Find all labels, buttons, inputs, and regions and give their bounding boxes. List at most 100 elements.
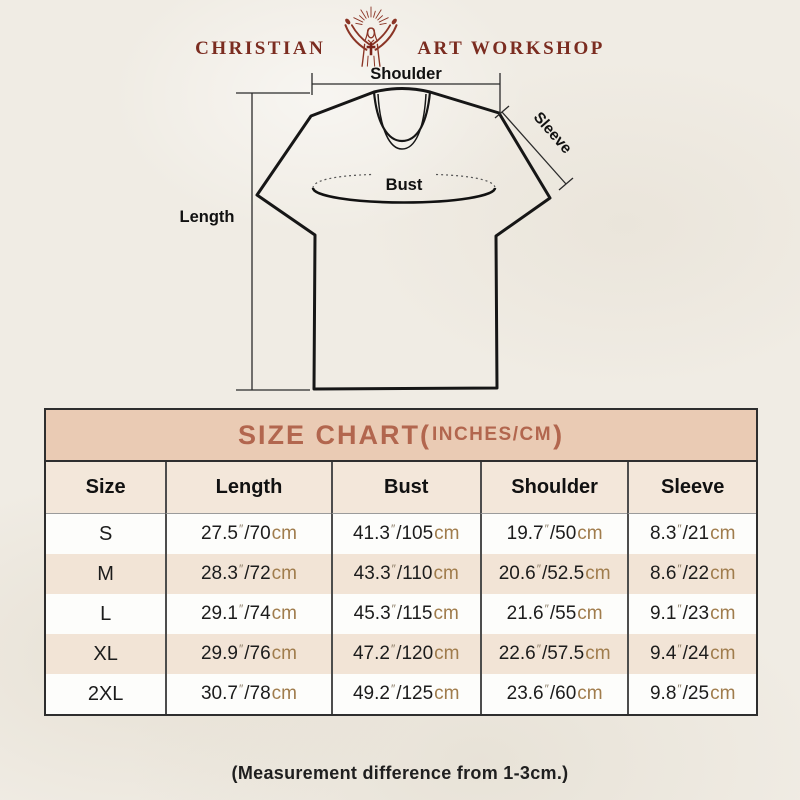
column-header-shoulder: Shoulder — [479, 462, 628, 514]
measurement-text: /52.5 — [541, 563, 585, 584]
size-cell: XL — [46, 634, 166, 674]
bust-label: Bust — [386, 176, 423, 194]
bust-measurement-cell: 43.3 ″/110 cm — [330, 554, 480, 594]
measurement-text: /76 — [244, 643, 271, 664]
bust-line-dotted-left — [312, 173, 373, 189]
bust-line-solid — [311, 187, 497, 204]
measurement-text: /125 — [396, 683, 434, 704]
measurement-text: cm — [577, 683, 603, 704]
collar-outer — [372, 91, 432, 143]
measurement-text: cm — [577, 523, 603, 544]
length-measurement-cell: 30.7 ″/78 cm — [165, 674, 331, 714]
measurement-text: /57.5 — [541, 643, 585, 664]
size-chart-title: SIZE CHART( — [237, 419, 431, 450]
measurement-text: cm — [433, 603, 459, 624]
measurement-text: 19.7 — [506, 523, 544, 544]
measurement-text: cm — [271, 683, 297, 704]
sleeve-measurement-cell: 8.3 ″/21 cm — [627, 514, 756, 554]
sleeve-measurement-cell: 9.1 ″/23 cm — [627, 594, 756, 634]
size-chart-title-unit: INCHES/CM — [431, 424, 553, 445]
measurement-text: /115 — [396, 603, 433, 624]
measurement-text: cm — [710, 643, 736, 664]
measurement-text: cm — [434, 643, 460, 664]
measurement-text: 8.3 — [649, 523, 677, 544]
sleeve-measurement-cell: 9.4 ″/24 cm — [627, 634, 756, 674]
tshirt-measurement-diagram: Shoulder Length Bust Sleeve — [180, 65, 575, 391]
bust-measurement-cell: 41.3 ″/105 cm — [330, 514, 480, 554]
tshirt-outline — [255, 87, 552, 391]
measurement-text: cm — [271, 523, 297, 544]
measurement-text: cm — [434, 523, 460, 544]
column-header-size: Size — [46, 462, 166, 514]
column-header-bust: Bust — [330, 462, 480, 514]
measurement-text: cm — [710, 683, 736, 704]
measurement-text: 47.2 — [352, 643, 390, 664]
size-chart-title-bar: SIZE CHART(INCHES/CM) — [46, 410, 756, 462]
measurement-text: cm — [585, 563, 611, 584]
measurement-text: 30.7 — [200, 683, 238, 704]
sleeve-dimension-line — [494, 105, 574, 191]
shoulder-dimension-line — [311, 73, 501, 113]
measurement-text: 28.3 — [200, 563, 238, 584]
measurement-text: /105 — [396, 523, 434, 544]
size-chart: SIZE CHART(INCHES/CM) Size Length Bust Shou… — [44, 408, 758, 716]
measurement-text: 49.2 — [352, 683, 390, 704]
brand-text-left: CHRISTIAN — [195, 38, 326, 59]
size-cell: S — [46, 514, 166, 554]
shoulder-measurement-cell: 22.6 ″/57.5 cm — [479, 634, 628, 674]
shoulder-measurement-cell: 21.6 ″/55 cm — [479, 594, 628, 634]
measurement-text: cm — [585, 643, 611, 664]
measurement-text: cm — [710, 603, 736, 624]
brand-logo: CHRISTIAN — [0, 6, 800, 68]
measurement-text: 9.1 — [649, 603, 677, 624]
bust-measurement-cell: 47.2 ″/120 cm — [330, 634, 480, 674]
measurement-note: (Measurement difference from 1-3cm.) — [231, 763, 569, 783]
column-header-sleeve: Sleeve — [627, 462, 756, 514]
measurement-text: cm — [271, 563, 297, 584]
jesus-figure — [344, 18, 398, 67]
shoulder-measurement-cell: 19.7 ″/50 cm — [479, 514, 628, 554]
shoulder-label: Shoulder — [370, 65, 442, 83]
measurement-text: /110 — [396, 563, 433, 584]
measurement-text: 43.3 — [353, 563, 391, 584]
measurement-text: /24 — [682, 643, 710, 664]
measurement-text: /25 — [682, 683, 710, 704]
size-cell: M — [46, 554, 166, 594]
shoulder-measurement-cell: 23.6 ″/60 cm — [479, 674, 628, 714]
measurement-text: 20.6 — [498, 563, 536, 584]
measurement-text: /120 — [396, 643, 434, 664]
sleeve-measurement-cell: 8.6 ″/22 cm — [627, 554, 756, 594]
shoulder-measurement-cell: 20.6 ″/52.5 cm — [479, 554, 628, 594]
measurement-text: cm — [434, 683, 460, 704]
measurement-text: /74 — [244, 603, 271, 624]
length-measurement-cell: 27.5 ″/70 cm — [165, 514, 331, 554]
measurement-text: 27.5 — [200, 523, 238, 544]
length-dimension-line — [236, 92, 310, 391]
measurement-text: /72 — [244, 563, 271, 584]
measurement-text: /70 — [244, 523, 271, 544]
measurement-text: /55 — [549, 603, 577, 624]
measurement-text: /50 — [549, 523, 577, 544]
jesus-open-arms-icon — [344, 6, 398, 67]
column-header-length: Length — [165, 462, 331, 514]
brand-text-right: ART WORKSHOP — [417, 38, 605, 59]
measurement-text: cm — [710, 523, 736, 544]
measurement-text: 21.6 — [506, 603, 544, 624]
size-cell: 2XL — [46, 674, 166, 714]
length-measurement-cell: 28.3 ″/72 cm — [165, 554, 331, 594]
measurement-text: /22 — [682, 563, 710, 584]
bust-measurement-cell: 45.3 ″/115 cm — [330, 594, 480, 634]
length-measurement-cell: 29.1 ″/74 cm — [165, 594, 331, 634]
measurement-text: cm — [577, 603, 603, 624]
sunburst-rays — [353, 6, 390, 25]
cross-icon — [366, 42, 376, 56]
measurement-text: /21 — [682, 523, 710, 544]
sleeve-measurement-cell: 9.8 ″/25 cm — [627, 674, 756, 714]
measurement-text: cm — [433, 563, 459, 584]
measurement-text: 22.6 — [498, 643, 536, 664]
measurement-text: 9.4 — [649, 643, 677, 664]
size-chart-title-close: ) — [553, 419, 565, 450]
length-measurement-cell: 29.9 ″/76 cm — [165, 634, 331, 674]
measurement-text: 29.1 — [200, 603, 238, 624]
